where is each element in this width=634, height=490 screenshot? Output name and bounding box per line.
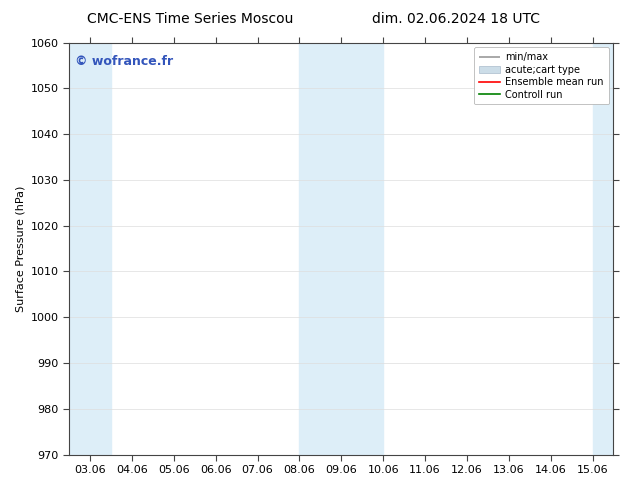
Legend: min/max, acute;cart type, Ensemble mean run, Controll run: min/max, acute;cart type, Ensemble mean …: [474, 48, 609, 104]
Bar: [299, 43, 383, 455]
Bar: [593, 43, 634, 455]
Y-axis label: Surface Pressure (hPa): Surface Pressure (hPa): [15, 185, 25, 312]
Bar: [69, 43, 111, 455]
Text: CMC-ENS Time Series Moscou: CMC-ENS Time Series Moscou: [87, 12, 294, 26]
Text: © wofrance.fr: © wofrance.fr: [75, 55, 172, 68]
Text: dim. 02.06.2024 18 UTC: dim. 02.06.2024 18 UTC: [373, 12, 540, 26]
